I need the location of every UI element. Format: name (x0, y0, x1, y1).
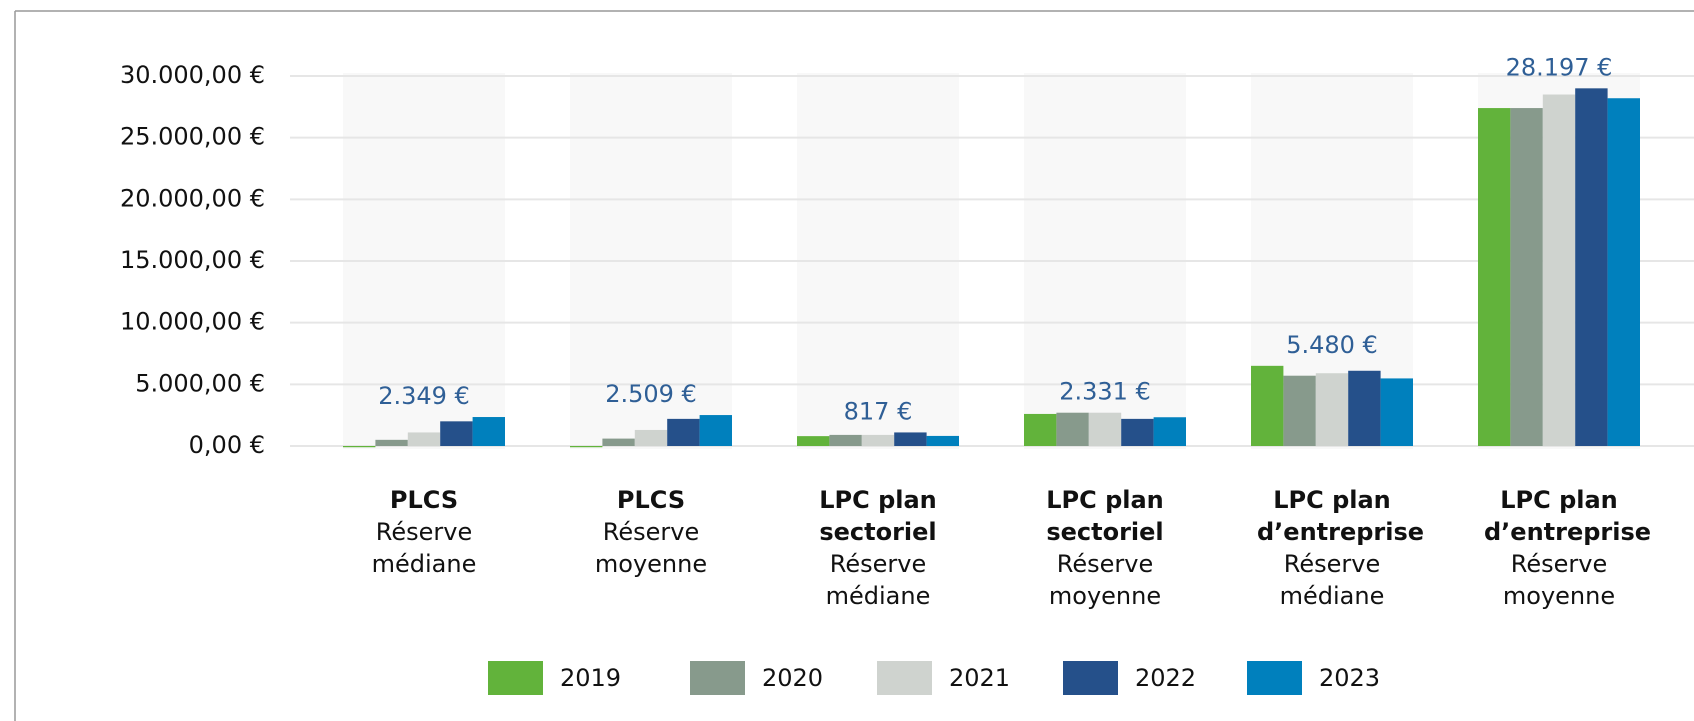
category-title: LPC plan d’entreprise (1484, 486, 1652, 546)
category-subtitle: Réserve médiane (1279, 550, 1385, 610)
bar (699, 415, 732, 446)
value-label: 2.349 € (378, 382, 470, 410)
category-subtitle: Réserve moyenne (1502, 550, 1616, 610)
y-tick-label: 30.000,00 € (120, 61, 265, 89)
bar (1088, 412, 1122, 446)
bar (894, 432, 927, 446)
category-subtitle: Réserve médiane (371, 518, 477, 578)
bar (1024, 413, 1057, 446)
bar (1607, 98, 1640, 446)
x-tick-label: LPC plan d’entreprise Réserve médiane (1257, 484, 1425, 612)
category-title: LPC plan sectoriel (1046, 486, 1164, 546)
bar (797, 436, 830, 446)
bar (667, 418, 700, 446)
legend-swatch (690, 661, 745, 695)
category-subtitle: Réserve médiane (825, 550, 931, 610)
bar (472, 417, 505, 446)
bar (1121, 418, 1154, 446)
x-tick-label: PLCS Réserve médiane (349, 484, 499, 580)
bar (570, 446, 603, 448)
value-label: 28.197 € (1506, 53, 1613, 81)
bar (602, 438, 635, 446)
legend-label: 2021 (949, 664, 1010, 692)
bar (926, 435, 959, 446)
bar (634, 429, 668, 446)
category-title: PLCS (616, 486, 686, 514)
x-tick-label: LPC plan sectoriel Réserve médiane (803, 484, 953, 612)
bar (1575, 88, 1608, 446)
category-title: LPC plan sectoriel (819, 486, 937, 546)
y-tick-label: 20.000,00 € (120, 184, 265, 212)
bar (861, 434, 895, 446)
y-tick-label: 15.000,00 € (120, 246, 265, 274)
bar (829, 434, 862, 446)
value-label: 5.480 € (1286, 331, 1378, 359)
x-tick-label: LPC plan sectoriel Réserve moyenne (1030, 484, 1180, 612)
bar (1056, 412, 1089, 446)
y-tick-label: 10.000,00 € (120, 308, 265, 336)
bar (1153, 417, 1186, 446)
category-title: PLCS (389, 486, 459, 514)
bar (1348, 370, 1381, 446)
bar (375, 439, 408, 446)
bar (1251, 365, 1284, 446)
value-label: 2.509 € (605, 380, 697, 408)
legend-label: 2023 (1319, 664, 1380, 692)
category-subtitle: Réserve moyenne (594, 518, 708, 578)
legend-swatch (1063, 661, 1118, 695)
bar (1478, 108, 1511, 447)
legend-swatch (1247, 661, 1302, 695)
y-tick-label: 0,00 € (189, 431, 265, 459)
bar (1380, 378, 1413, 446)
x-tick-label: LPC plan d’entreprise Réserve moyenne (1484, 484, 1652, 612)
value-label: 2.331 € (1059, 378, 1151, 406)
y-tick-label: 5.000,00 € (135, 369, 265, 397)
x-tick-label: PLCS Réserve moyenne (576, 484, 726, 580)
y-tick-label: 25.000,00 € (120, 123, 265, 151)
legend-label: 2022 (1135, 664, 1196, 692)
bar (1510, 108, 1543, 447)
legend-swatch (877, 661, 932, 695)
bar (1283, 375, 1316, 446)
bar (407, 432, 441, 446)
bar (343, 446, 376, 448)
bar (1315, 373, 1349, 446)
bar (1542, 94, 1576, 446)
category-title: LPC plan d’entreprise (1257, 486, 1425, 546)
legend-swatch (488, 661, 543, 695)
legend-label: 2020 (762, 664, 823, 692)
category-subtitle: Réserve moyenne (1048, 550, 1162, 610)
bar (440, 421, 473, 446)
value-label: 817 € (844, 397, 913, 425)
legend-label: 2019 (560, 664, 621, 692)
